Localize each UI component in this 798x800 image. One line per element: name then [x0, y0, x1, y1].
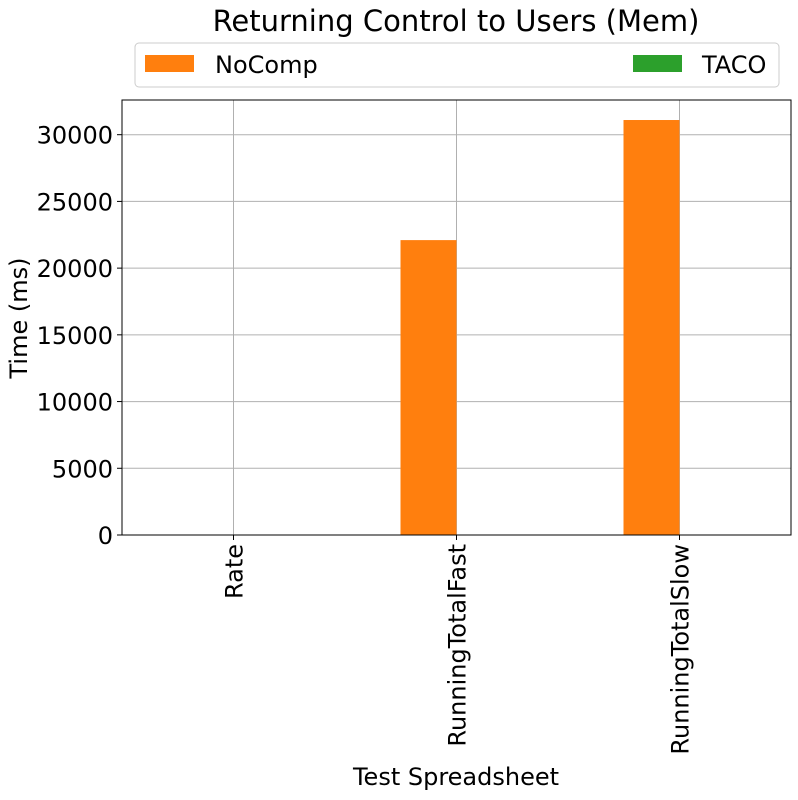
- bar-nocomp-runningtotalslow: [623, 120, 680, 536]
- x-axis: Rate RunningTotalFast RunningTotalSlow: [221, 535, 695, 755]
- y-axis-title: Time (ms): [5, 258, 33, 380]
- legend-frame: [134, 42, 780, 88]
- x-tick-label: Rate: [221, 544, 249, 599]
- y-axis: 0 5000 10000 15000 20000 25000 30000: [37, 122, 122, 550]
- legend-label-nocomp: NoComp: [215, 51, 318, 79]
- bar-nocomp-runningtotalfast: [400, 240, 457, 535]
- y-tick-label: 20000: [37, 255, 113, 283]
- y-tick-label: 10000: [37, 389, 113, 417]
- x-tick-label: RunningTotalFast: [444, 544, 472, 747]
- legend-swatch-nocomp: [145, 55, 194, 72]
- bars: [400, 120, 680, 536]
- y-tick-label: 0: [98, 522, 113, 550]
- chart-title: Returning Control to Users (Mem): [213, 4, 700, 38]
- y-tick-label: 15000: [37, 322, 113, 350]
- legend-swatch-taco: [633, 55, 682, 72]
- x-tick-label: RunningTotalSlow: [667, 544, 695, 755]
- y-tick-label: 25000: [37, 188, 113, 216]
- x-axis-title: Test Spreadsheet: [352, 763, 559, 791]
- legend-label-taco: TACO: [701, 51, 766, 79]
- y-tick-label: 5000: [52, 455, 113, 483]
- legend: NoComp TACO: [134, 42, 780, 88]
- y-tick-label: 30000: [37, 122, 113, 150]
